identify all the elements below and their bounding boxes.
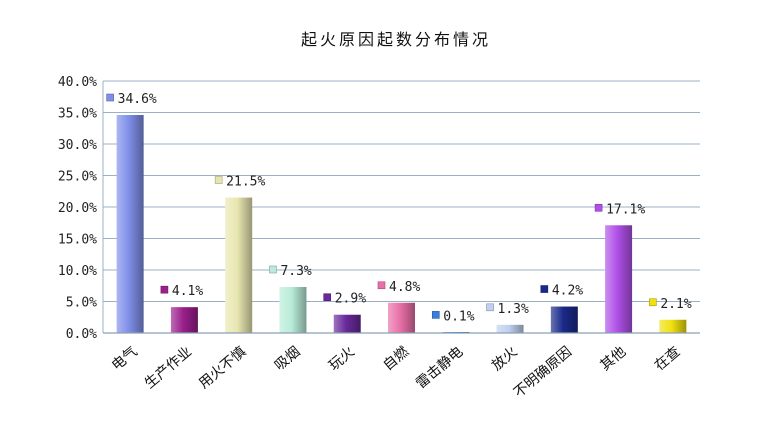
y-tick-label: 15.0%	[58, 233, 97, 248]
y-tick-label: 10.0%	[58, 264, 97, 279]
x-tick-label: 不明确原因	[511, 344, 575, 401]
label-marker	[377, 281, 386, 290]
bar	[170, 307, 198, 333]
label-marker	[269, 265, 277, 274]
data-label: 4.1%	[172, 284, 203, 299]
label-marker	[431, 311, 440, 319]
y-axis: 0.0% 5.0% 10.0% 15.0% 20.0% 25.0% 30.0% 35.0% 40…	[58, 75, 104, 342]
y-tick-label: 30.0%	[58, 138, 97, 153]
data-label: 34.6%	[118, 92, 157, 107]
label-marker	[649, 298, 657, 307]
label-marker	[540, 285, 549, 293]
data-label: 17.1%	[606, 202, 645, 217]
label-marker	[106, 93, 114, 102]
x-tick-label: 生产作业	[142, 344, 195, 392]
data-label: 1.3%	[498, 302, 529, 317]
data-label: 4.8%	[389, 280, 420, 295]
bar	[116, 115, 144, 334]
x-tick-label: 在查	[652, 344, 684, 374]
bar	[605, 225, 633, 333]
bar	[279, 287, 307, 333]
data-label: 0.1%	[443, 309, 474, 324]
bar	[659, 319, 687, 333]
x-tick-label: 玩火	[326, 344, 358, 374]
bar	[225, 197, 253, 333]
bar	[550, 306, 578, 333]
bar	[333, 314, 361, 333]
data-label: 2.1%	[660, 297, 691, 312]
x-tick-label: 其他	[597, 344, 629, 374]
chart-title: 起火原因起数分布情况	[301, 30, 491, 49]
x-tick-label: 雷击静电	[413, 344, 466, 392]
grid	[103, 80, 700, 334]
label-marker	[214, 176, 223, 184]
y-tick-label: 20.0%	[58, 201, 97, 216]
data-label: 7.3%	[280, 264, 311, 279]
bar	[388, 302, 415, 333]
bars	[116, 115, 687, 334]
x-tick-label: 放火	[489, 344, 521, 374]
y-tick-label: 0.0%	[66, 327, 97, 342]
x-tick-label: 电气	[109, 344, 141, 374]
label-marker	[323, 293, 332, 302]
data-label: 21.5%	[226, 175, 265, 190]
label-marker	[486, 303, 494, 312]
bar	[496, 324, 524, 333]
y-tick-label: 40.0%	[58, 75, 97, 90]
data-label: 2.9%	[335, 292, 366, 307]
y-tick-label: 25.0%	[58, 170, 97, 185]
label-marker	[160, 285, 169, 294]
label-marker	[594, 203, 603, 212]
x-tick-label: 自燃	[380, 343, 412, 374]
data-labels: 34.6% 4.1% 21.5% 7.3% 2.9% 4.8% 0.1% 1.3% 4.2% 17…	[106, 92, 692, 324]
y-tick-label: 35.0%	[58, 107, 97, 122]
x-tick-label: 吸烟	[272, 344, 304, 374]
y-tick-label: 5.0%	[66, 296, 97, 311]
x-tick-label: 用火不慎	[196, 344, 249, 392]
data-label: 4.2%	[552, 284, 583, 299]
